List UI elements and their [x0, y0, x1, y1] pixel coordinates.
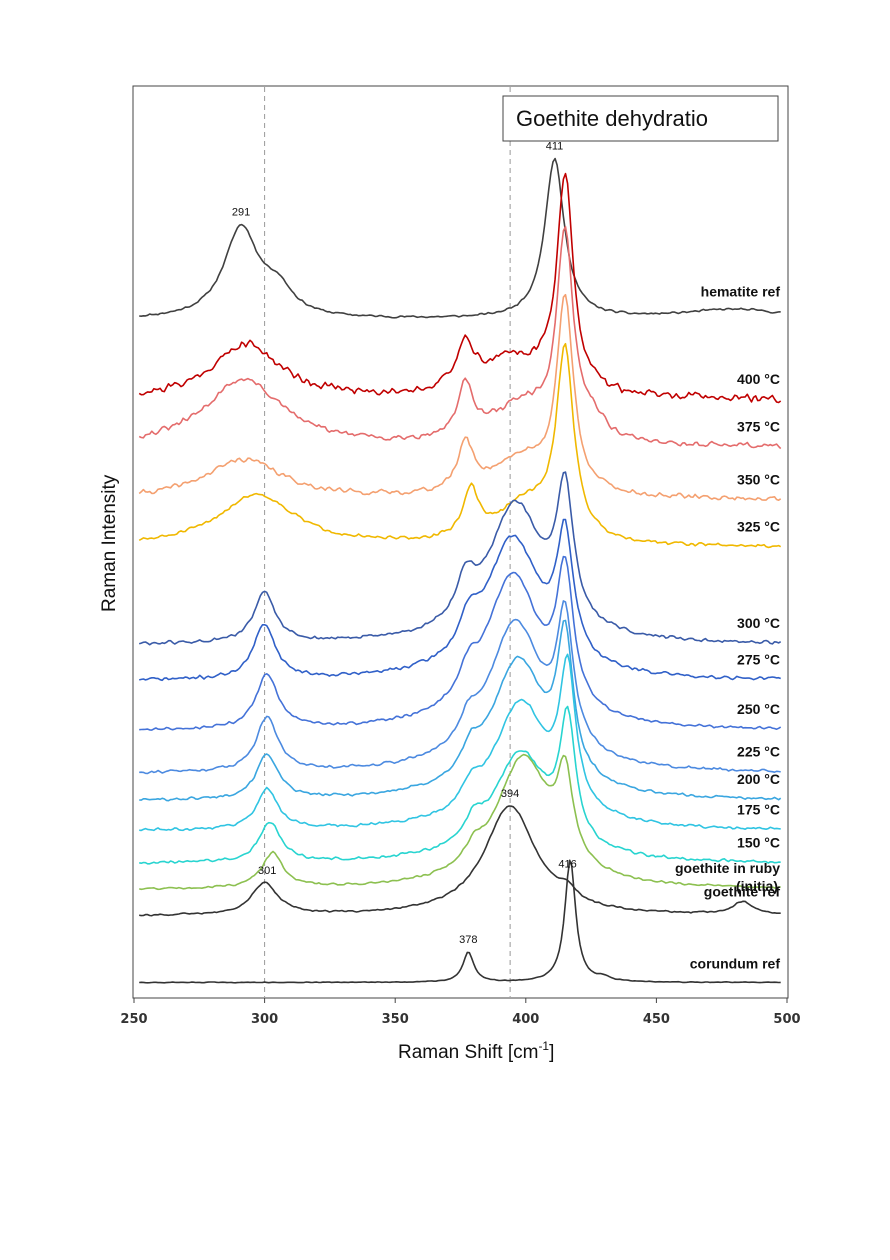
series-350-c — [138, 293, 782, 502]
label-goethite-in-ruby-initia-line2: (initia) — [736, 878, 778, 894]
series-175-c — [139, 653, 781, 832]
label-corundum-ref: corundum ref — [690, 955, 781, 971]
label-300-c: 300 °C — [737, 615, 780, 631]
label-200-c: 200 °C — [737, 771, 780, 787]
x-tick-label-300: 300 — [251, 1012, 278, 1027]
label-400-c: 400 °C — [737, 371, 780, 387]
x-tick-label-500: 500 — [773, 1012, 800, 1027]
label-150-c: 150 °C — [737, 834, 780, 850]
series-275-c — [139, 518, 781, 682]
series-250-c — [139, 555, 782, 731]
x-axis-title: Raman Shift [cm-1] — [398, 1039, 554, 1063]
label-goethite-in-ruby-initia: goethite in ruby — [675, 860, 780, 876]
x-tick-label-350: 350 — [382, 1012, 409, 1027]
peak-label-378: 378 — [459, 934, 477, 946]
x-axis-ticks: 250 300 350 400 450 500 — [120, 998, 801, 1027]
peak-label-411: 411 — [546, 140, 564, 152]
series-375-c — [138, 225, 782, 450]
series-325-c — [138, 342, 782, 549]
x-tick-label-400: 400 — [512, 1012, 539, 1027]
series-goethite-in-ruby-initia — [139, 753, 781, 891]
chart-title: Goethite dehydratio — [516, 106, 708, 131]
x-axis-title-superscript: -1 — [538, 1039, 549, 1053]
plot-frame — [132, 85, 789, 999]
label-175-c: 175 °C — [737, 801, 780, 817]
trace-labels: hematite ref 400 °C 375 °C 350 °C 325 °C 300 … — [675, 284, 780, 972]
series-goethite-ref — [139, 805, 781, 917]
series-hematite-ref — [139, 157, 781, 319]
peak-label-394: 394 — [501, 788, 519, 800]
label-375-c: 375 °C — [737, 418, 780, 434]
reference-lines — [264, 87, 511, 997]
label-goethite-ref: goethite ref — [704, 883, 781, 899]
label-275-c: 275 °C — [737, 651, 780, 667]
x-tick-label-250: 250 — [120, 1012, 147, 1027]
label-350-c: 350 °C — [737, 471, 780, 487]
x-tick-label-450: 450 — [643, 1012, 670, 1027]
x-axis-title-main: Raman Shift [cm — [398, 1042, 538, 1063]
series-200-c — [139, 619, 782, 802]
series-150-c — [139, 705, 781, 865]
series-300-c — [138, 471, 782, 646]
label-hematite-ref: hematite ref — [701, 284, 781, 300]
peak-label-301: 301 — [258, 865, 276, 877]
y-axis-title: Raman Intensity — [99, 474, 120, 612]
series-corundum-ref — [139, 859, 781, 984]
label-325-c: 325 °C — [737, 519, 780, 535]
x-axis-title-end: ] — [549, 1042, 554, 1063]
peak-label-291: 291 — [232, 207, 250, 219]
series-400-c — [138, 172, 782, 404]
label-250-c: 250 °C — [737, 701, 780, 717]
spectra-traces — [138, 157, 782, 984]
title-box — [502, 95, 779, 142]
peak-label-416: 416 — [558, 859, 576, 871]
label-225-c: 225 °C — [737, 744, 780, 760]
series-225-c — [139, 600, 781, 775]
peak-labels: 291 411 394 301 416 378 — [232, 140, 577, 946]
